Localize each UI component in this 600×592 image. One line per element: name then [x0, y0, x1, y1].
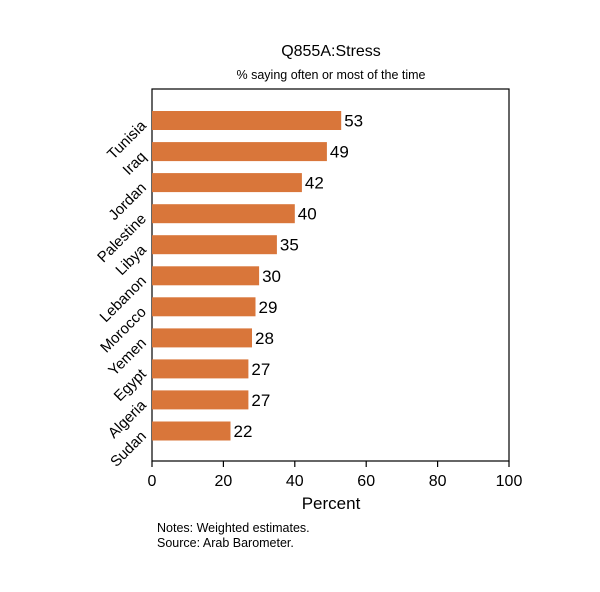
bar-iraq [152, 142, 327, 162]
value-label-morocco: 29 [259, 298, 278, 317]
value-labels-group: 53 49 42 40 35 30 29 28 27 27 22 [234, 112, 364, 442]
bar-egypt [152, 359, 249, 379]
value-label-sudan: 22 [234, 422, 253, 441]
notes-block: Notes: Weighted estimates. Source: Arab … [157, 521, 310, 551]
category-labels-group: TunisiaIraqJordanPalestineLibyaLebanonMo… [94, 117, 150, 471]
bar-lebanon [152, 266, 260, 286]
x-tick-label: 80 [429, 473, 447, 490]
chart-title: Q855A:Stress [281, 43, 381, 60]
value-label-libya: 35 [280, 236, 299, 255]
x-tick-label: 100 [496, 473, 523, 490]
chart-subtitle: % saying often or most of the time [237, 68, 426, 82]
value-label-lebanon: 30 [262, 267, 281, 286]
bar-palestine [152, 204, 295, 224]
x-axis-ticks: 0 20 40 60 80 100 [148, 461, 523, 490]
bar-tunisia [152, 111, 342, 130]
bar-morocco [152, 297, 256, 317]
value-label-palestine: 40 [298, 205, 317, 224]
bars-group [152, 111, 342, 441]
value-label-jordan: 42 [305, 174, 324, 193]
bar-algeria [152, 390, 249, 410]
notes-line: Notes: Weighted estimates. [157, 521, 310, 535]
x-axis-title: Percent [302, 494, 361, 513]
bar-sudan [152, 421, 231, 441]
bar-libya [152, 235, 277, 255]
x-tick-label: 40 [286, 473, 304, 490]
x-tick-label: 20 [215, 473, 233, 490]
source-line: Source: Arab Barometer. [157, 536, 294, 550]
x-tick-label: 60 [357, 473, 375, 490]
value-label-egypt: 27 [251, 360, 270, 379]
bar-jordan [152, 173, 302, 193]
value-label-tunisia: 53 [344, 112, 363, 131]
value-label-yemen: 28 [255, 329, 274, 348]
x-tick-label: 0 [148, 473, 157, 490]
bar-yemen [152, 328, 252, 348]
value-label-algeria: 27 [251, 391, 270, 410]
value-label-iraq: 49 [330, 143, 349, 162]
